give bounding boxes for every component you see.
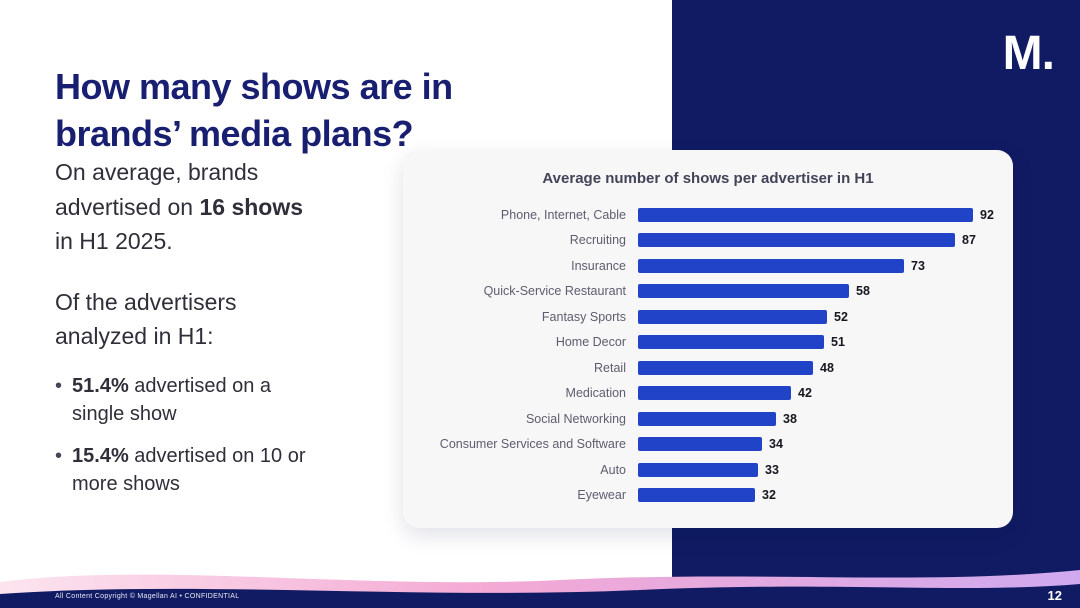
bullet-list: • 51.4% advertised on a single show • 15… bbox=[55, 372, 335, 498]
intro-prefix: On average, brands advertised on bbox=[55, 159, 259, 220]
chart-bar-track: 38 bbox=[638, 411, 989, 426]
left-text-column: On average, brands advertised on 16 show… bbox=[55, 155, 335, 498]
bullet-bold: 15.4% bbox=[72, 444, 129, 467]
chart-value-label: 38 bbox=[783, 411, 797, 426]
chart-row: Social Networking 38 bbox=[421, 406, 989, 431]
chart-value-label: 92 bbox=[980, 207, 994, 222]
chart-category-label: Recruiting bbox=[569, 233, 626, 248]
chart-bar-track: 48 bbox=[638, 360, 989, 375]
chart-value-label: 52 bbox=[834, 309, 848, 324]
chart-value-label: 34 bbox=[769, 437, 783, 452]
chart-value-label: 73 bbox=[911, 258, 925, 273]
intro-bold: 16 shows bbox=[199, 193, 304, 220]
bullet-dot: • bbox=[55, 374, 63, 397]
chart-category-label: Insurance bbox=[571, 258, 626, 273]
chart-category-label: Retail bbox=[594, 360, 626, 375]
magellan-logo: M. bbox=[1002, 27, 1055, 80]
chart-row: Auto 33 bbox=[421, 457, 989, 482]
chart-bar-track: 87 bbox=[638, 233, 989, 248]
chart-category-label: Fantasy Sports bbox=[541, 309, 626, 324]
chart-category-label: Auto bbox=[600, 462, 626, 477]
subhead: Of the advertisers analyzed in H1: bbox=[55, 288, 237, 350]
footer-copyright: All Content Copyright © Magellan AI • CO… bbox=[55, 593, 240, 600]
chart-bar bbox=[638, 233, 955, 248]
chart-bar bbox=[638, 411, 776, 426]
chart-bar bbox=[638, 488, 755, 503]
chart-bar bbox=[638, 462, 758, 477]
page-number: 12 bbox=[1047, 588, 1062, 603]
chart-rows: Phone, Internet, Cable 92 Recruiting 87 Insu… bbox=[421, 202, 994, 508]
chart-value-label: 42 bbox=[798, 386, 812, 401]
chart-card: Average number of shows per advertiser i… bbox=[403, 150, 1013, 528]
chart-bar bbox=[638, 437, 762, 452]
chart-bar-track: 42 bbox=[638, 386, 989, 401]
bullet-text: 51.4% advertised on a single show bbox=[72, 372, 315, 428]
footer-wave bbox=[0, 570, 1080, 608]
bullet-item: • 51.4% advertised on a single show bbox=[55, 372, 315, 428]
chart-bar-track: 92 bbox=[638, 207, 994, 222]
chart-row: Retail 48 bbox=[421, 355, 989, 380]
chart-row: Recruiting 87 bbox=[421, 228, 989, 253]
chart-category-label: Medication bbox=[565, 386, 626, 401]
chart-value-label: 87 bbox=[962, 233, 976, 248]
bullet-rest: advertised on a single show bbox=[72, 374, 272, 425]
chart-category-label: Social Networking bbox=[525, 411, 626, 426]
chart-bar-track: 34 bbox=[638, 437, 989, 452]
chart-row: Fantasy Sports 52 bbox=[421, 304, 989, 329]
chart-category-label: Consumer Services and Software bbox=[439, 437, 626, 452]
intro-paragraph: On average, brands advertised on 16 show… bbox=[55, 155, 325, 259]
chart-bar bbox=[638, 258, 904, 273]
bullet-bold: 51.4% bbox=[72, 374, 129, 397]
slide-title: How many shows are in brands’ media plan… bbox=[55, 66, 453, 154]
chart-bar-track: 58 bbox=[638, 284, 989, 299]
chart-bar bbox=[638, 360, 813, 375]
chart-bar-track: 32 bbox=[638, 488, 989, 503]
chart-bar-track: 73 bbox=[638, 258, 989, 273]
chart-bar bbox=[638, 207, 973, 222]
chart-row: Consumer Services and Software 34 bbox=[421, 432, 989, 457]
chart-category-label: Home Decor bbox=[555, 335, 626, 350]
chart-row: Eyewear 32 bbox=[421, 483, 989, 508]
bullet-rest: advertised on 10 or more shows bbox=[72, 444, 306, 495]
chart-bar bbox=[638, 309, 827, 324]
chart-value-label: 58 bbox=[856, 284, 870, 299]
chart-category-label: Quick-Service Restaurant bbox=[483, 284, 626, 299]
chart-bar-track: 52 bbox=[638, 309, 989, 324]
chart-value-label: 48 bbox=[820, 360, 834, 375]
chart-row: Medication 42 bbox=[421, 381, 989, 406]
chart-category-label: Eyewear bbox=[577, 488, 626, 503]
bullet-dot: • bbox=[55, 444, 63, 467]
chart-bar bbox=[638, 335, 824, 350]
intro-suffix: in H1 2025. bbox=[55, 228, 173, 254]
chart-bar bbox=[638, 284, 849, 299]
chart-value-label: 51 bbox=[831, 335, 845, 350]
bullet-text: 15.4% advertised on 10 or more shows bbox=[72, 442, 315, 498]
chart-row: Insurance 73 bbox=[421, 253, 989, 278]
chart-value-label: 33 bbox=[765, 462, 779, 477]
chart-row: Phone, Internet, Cable 92 bbox=[421, 202, 994, 227]
chart-row: Quick-Service Restaurant 58 bbox=[421, 279, 989, 304]
chart-title: Average number of shows per advertiser i… bbox=[542, 170, 874, 187]
chart-bar-track: 33 bbox=[638, 462, 989, 477]
chart-row: Home Decor 51 bbox=[421, 330, 989, 355]
chart-bar bbox=[638, 386, 791, 401]
chart-value-label: 32 bbox=[762, 488, 776, 503]
bullet-item: • 15.4% advertised on 10 or more shows bbox=[55, 442, 315, 498]
chart-bar-track: 51 bbox=[638, 335, 989, 350]
chart-category-label: Phone, Internet, Cable bbox=[500, 207, 626, 222]
